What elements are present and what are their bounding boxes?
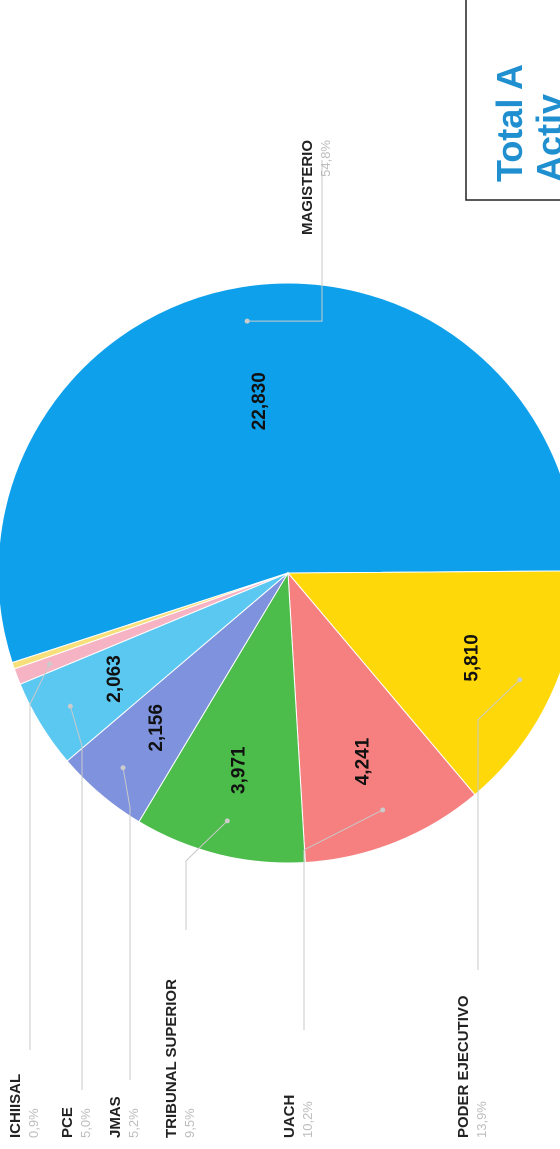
pie-slice-tribunal-superior <box>138 571 306 864</box>
value-label-pce: 2,063 <box>104 655 125 703</box>
leader-line-magisterio <box>247 160 323 322</box>
leader-line-pce <box>69 706 83 1090</box>
leader-line-uach <box>303 809 383 1030</box>
pie-slice-unlabeled <box>11 572 289 670</box>
title-box: Total A Activ <box>465 0 560 201</box>
category-label-ichiisal: ICHIISAL <box>7 1074 24 1138</box>
pie-slices <box>0 282 560 864</box>
value-label-jmas: 2,156 <box>146 704 167 752</box>
chart-title-line-2: Activ <box>529 94 560 182</box>
value-label-poder-ejecutivo: 5,810 <box>461 634 482 682</box>
pie-slice-uach <box>287 571 476 864</box>
category-label-poder-ejecutivo: PODER EJECUTIVO <box>455 995 472 1138</box>
category-label-jmas: JMAS <box>107 1096 124 1138</box>
pie-slice-poder-ejecutivo <box>286 570 560 796</box>
percent-label-pce: 5,0% <box>78 1108 93 1138</box>
percent-label-ichiisal: 0,9% <box>26 1108 41 1138</box>
value-label-magisterio: 22,830 <box>249 372 270 430</box>
title-box-border <box>465 0 560 201</box>
category-label-magisterio: MAGISTERIO <box>299 140 316 235</box>
leader-line-ichiisal <box>29 663 51 1050</box>
percent-label-jmas: 5,2% <box>126 1108 141 1138</box>
leader-lines <box>29 160 523 1090</box>
pie-slice-magisterio <box>0 282 560 664</box>
percent-label-uach: 10,2% <box>300 1101 315 1138</box>
percent-label-poder-ejecutivo: 13,9% <box>474 1101 489 1138</box>
category-label-uach: UACH <box>281 1095 298 1138</box>
leader-line-tribunal-superior <box>185 820 228 930</box>
slice-labels: 22,830 MAGISTERIO 54,8% 5,810 PODER EJECUTIV… <box>7 140 489 1138</box>
category-label-pce: PCE <box>59 1107 76 1138</box>
chart-title-line-1: Total A <box>489 64 530 182</box>
leader-line-jmas <box>122 767 131 1080</box>
value-label-uach: 4,241 <box>352 737 373 785</box>
percent-label-magisterio: 54,8% <box>318 140 333 177</box>
percent-label-tribunal-superior: 9,5% <box>182 1108 197 1138</box>
value-label-tribunal-superior: 3,971 <box>229 746 250 794</box>
leader-line-poder-ejecutivo <box>477 679 521 970</box>
category-label-tribunal-superior: TRIBUNAL SUPERIOR <box>163 979 180 1138</box>
